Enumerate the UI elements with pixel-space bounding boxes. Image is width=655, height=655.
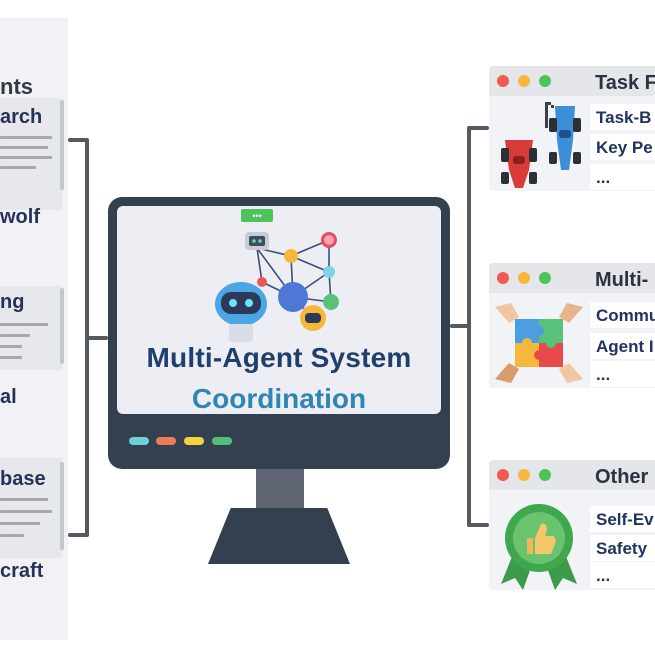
list-item-block: [0, 458, 62, 558]
monitor-stand: [208, 508, 350, 564]
monitor-screen: ••• Multi-Agent System Coordination: [117, 206, 441, 414]
environments-heading: nts: [0, 74, 33, 99]
diagram-title-line2: Coordination: [191, 383, 367, 414]
card-item: Self-Ev: [590, 506, 655, 532]
card-item: Task-B: [590, 104, 655, 130]
card-title-bar: [489, 263, 655, 293]
scroll-bar: [60, 100, 64, 190]
card-item: Key Pe: [590, 134, 655, 160]
window-dot-red: [497, 272, 509, 284]
text-line: [0, 356, 22, 359]
env-item-label: ng: [0, 291, 25, 313]
monitor-neck: [256, 469, 304, 513]
env-item-label: craft: [0, 560, 44, 582]
card-item: Safety: [590, 535, 655, 561]
window-dot-green: [539, 75, 551, 87]
puzzle-hands-icon: [495, 303, 583, 383]
text-line: [0, 136, 52, 139]
indicator-pill: [156, 437, 176, 445]
list-item-block: [0, 98, 62, 210]
card-title: Task F: [595, 72, 655, 94]
env-item-label: base: [0, 468, 46, 490]
text-line: [0, 522, 40, 525]
scroll-bar: [60, 288, 64, 364]
card-item: ...: [590, 361, 655, 387]
card-title-bar: [489, 66, 655, 96]
indicator-pill: [184, 437, 204, 445]
scroll-bar: [60, 462, 64, 550]
window-dot-green: [539, 469, 551, 481]
text-line: [0, 510, 52, 513]
window-dot-red: [497, 75, 509, 87]
text-line: [0, 498, 48, 501]
text-line: [0, 534, 24, 537]
card-multi: Multi- Commu Agent I ...: [489, 263, 655, 388]
window-dot-yellow: [518, 272, 530, 284]
speech-bubble-text: •••: [252, 211, 261, 221]
card-title-bar: [489, 460, 655, 490]
card-item: Agent I: [590, 333, 655, 359]
card-item: ...: [590, 164, 655, 190]
text-line: [0, 345, 22, 348]
card-title: Other: [595, 466, 649, 488]
env-item-label: arch: [0, 106, 43, 128]
card-task: Task F Task-B Key Pe ...: [489, 66, 655, 191]
env-item-label: wolf: [0, 206, 40, 228]
text-line: [0, 323, 48, 326]
window-dot-green: [539, 272, 551, 284]
indicator-pill: [129, 437, 149, 445]
text-line: [0, 166, 36, 169]
monitor: ••• Multi-Agent System Coordination: [108, 197, 450, 469]
window-dot-red: [497, 469, 509, 481]
card-item: ...: [590, 562, 655, 588]
text-line: [0, 156, 52, 159]
card-item: Commu: [590, 302, 655, 328]
agent-network-icon: •••: [215, 209, 339, 342]
diagram-title-line1: Multi-Agent System: [146, 342, 412, 373]
text-line: [0, 146, 48, 149]
window-dot-yellow: [518, 75, 530, 87]
text-line: [0, 334, 30, 337]
env-item-label: al: [0, 386, 17, 408]
race-cars-icon: [501, 102, 581, 188]
card-other: Other Self-Ev Safety ...: [489, 460, 655, 590]
indicator-pill: [212, 437, 232, 445]
environments-panel: nts arch wolf ng al base craft: [0, 18, 68, 640]
window-dot-yellow: [518, 469, 530, 481]
card-title: Multi-: [595, 269, 649, 291]
thumbs-up-badge-icon: [501, 504, 577, 590]
